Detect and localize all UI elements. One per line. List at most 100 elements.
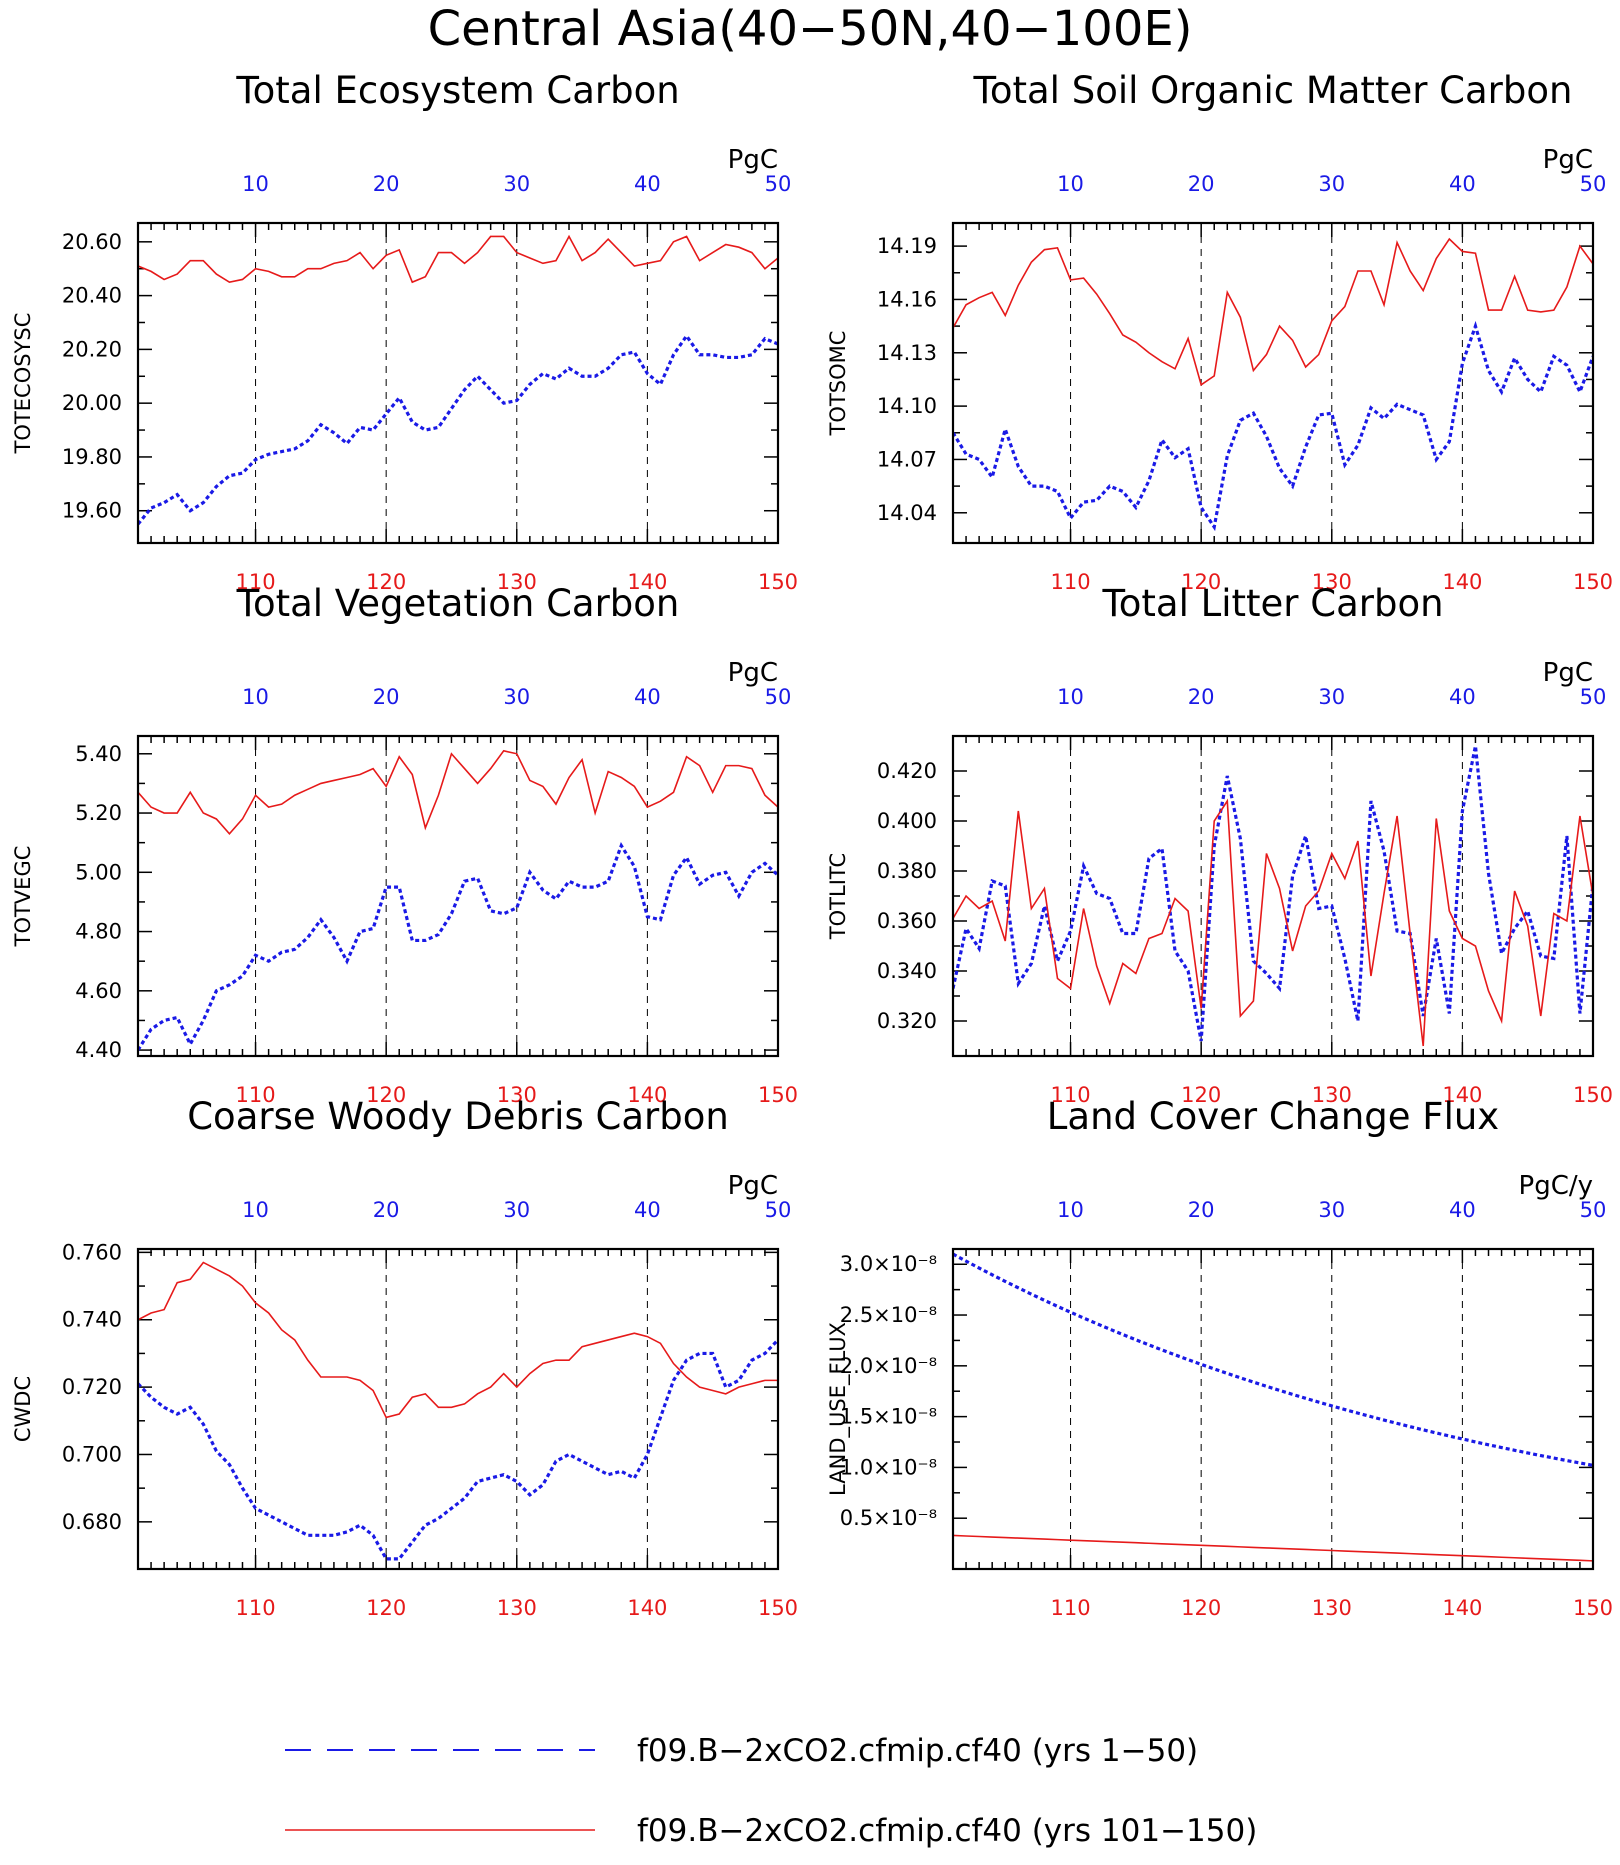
series-line-yrs-101-150 bbox=[953, 1534, 1593, 1562]
main-title: Central Asia(40−50N,40−100E) bbox=[428, 1, 1193, 57]
y-tick-label: 0.360 bbox=[877, 909, 937, 933]
top-tick-label: 30 bbox=[503, 172, 530, 196]
bottom-tick-label: 120 bbox=[366, 570, 406, 594]
plot-frame bbox=[951, 221, 1595, 545]
units-label: PgC/y bbox=[1519, 1171, 1593, 1201]
legend: f09.B−2xCO2.cfmip.cf40 (yrs 1−50) f09.B−2… bbox=[285, 1733, 1257, 1849]
plot-frame bbox=[951, 734, 1595, 1058]
series-line-yrs-101-150 bbox=[953, 237, 1593, 387]
bottom-tick-label: 130 bbox=[497, 1083, 537, 1107]
top-tick-label: 40 bbox=[634, 172, 661, 196]
top-tick-label: 30 bbox=[1318, 172, 1345, 196]
top-tick-label: 50 bbox=[765, 1198, 792, 1222]
y-tick-label: 0.420 bbox=[877, 759, 937, 783]
bottom-tick-label: 130 bbox=[497, 570, 537, 594]
top-tick-label: 10 bbox=[242, 685, 269, 709]
series-line-yrs-101-150 bbox=[953, 798, 1593, 1047]
top-tick-label: 50 bbox=[765, 172, 792, 196]
bottom-tick-label: 110 bbox=[236, 570, 276, 594]
y-tick-label: 19.80 bbox=[62, 445, 122, 469]
top-tick-label: 40 bbox=[1449, 685, 1476, 709]
bottom-tick-label: 150 bbox=[758, 1596, 798, 1620]
top-tick-label: 20 bbox=[1188, 1198, 1215, 1222]
y-tick-label: 2.5×10⁻⁸ bbox=[840, 1303, 937, 1327]
panel-4: Total Litter Carbon PgC 10 110 20 120 30 130 40 1… bbox=[826, 582, 1613, 1107]
units-label: PgC bbox=[728, 1171, 778, 1201]
bottom-tick-label: 110 bbox=[1051, 1083, 1091, 1107]
top-tick-label: 20 bbox=[1188, 685, 1215, 709]
bottom-tick-label: 120 bbox=[366, 1083, 406, 1107]
y-tick-label: 0.400 bbox=[877, 809, 937, 833]
series-line-yrs-1-50 bbox=[138, 842, 778, 1051]
top-tick-label: 10 bbox=[242, 172, 269, 196]
y-tick-label: 4.40 bbox=[75, 1038, 122, 1062]
top-tick-label: 40 bbox=[1449, 1198, 1476, 1222]
bottom-tick-label: 120 bbox=[1181, 1083, 1221, 1107]
y-tick-label: 20.60 bbox=[62, 230, 122, 254]
y-tick-label: 4.80 bbox=[75, 920, 122, 944]
y-tick-label: 0.680 bbox=[62, 1510, 122, 1534]
y-tick-label: 14.04 bbox=[877, 501, 937, 525]
y-axis-label: TOTSOMC bbox=[826, 331, 850, 437]
top-tick-label: 50 bbox=[1580, 1198, 1607, 1222]
y-tick-label: 14.13 bbox=[877, 341, 937, 365]
bottom-tick-label: 110 bbox=[236, 1083, 276, 1107]
y-tick-label: 1.5×10⁻⁸ bbox=[840, 1405, 937, 1429]
y-tick-label: 3.0×10⁻⁸ bbox=[840, 1252, 937, 1276]
y-tick-label: 20.20 bbox=[62, 337, 122, 361]
panel-title: Total Vegetation Carbon bbox=[236, 582, 680, 625]
top-tick-label: 50 bbox=[1580, 685, 1607, 709]
y-axis-label: LAND_USE_FLUX bbox=[826, 1322, 851, 1496]
series-line-yrs-1-50 bbox=[953, 745, 1593, 1042]
panel-title: Total Ecosystem Carbon bbox=[235, 69, 679, 112]
legend-label: f09.B−2xCO2.cfmip.cf40 (yrs 1−50) bbox=[637, 1733, 1198, 1769]
bottom-tick-label: 120 bbox=[366, 1596, 406, 1620]
series-line-yrs-101-150 bbox=[138, 1261, 778, 1419]
bottom-tick-label: 110 bbox=[1051, 1596, 1091, 1620]
top-tick-label: 40 bbox=[1449, 172, 1476, 196]
y-axis-label: TOTECOSYSC bbox=[11, 313, 35, 455]
bottom-tick-label: 140 bbox=[627, 1596, 667, 1620]
top-tick-label: 40 bbox=[634, 1198, 661, 1222]
bottom-tick-label: 140 bbox=[627, 570, 667, 594]
y-tick-label: 0.700 bbox=[62, 1442, 122, 1466]
top-tick-label: 20 bbox=[373, 172, 400, 196]
series-line-yrs-1-50 bbox=[138, 333, 778, 526]
top-tick-label: 10 bbox=[1057, 685, 1084, 709]
panel-6: Land Cover Change Flux PgC/y 10 110 20 120 30 1… bbox=[826, 1095, 1613, 1620]
top-tick-label: 20 bbox=[373, 1198, 400, 1222]
bottom-tick-label: 140 bbox=[1442, 570, 1482, 594]
bottom-tick-label: 140 bbox=[1442, 1596, 1482, 1620]
y-tick-label: 14.16 bbox=[877, 287, 937, 311]
bottom-tick-label: 140 bbox=[1442, 1083, 1482, 1107]
panel-2: Total Soil Organic Matter Carbon PgC 10 110… bbox=[826, 69, 1613, 594]
series-line-yrs-1-50 bbox=[138, 1338, 778, 1561]
bottom-tick-label: 150 bbox=[1573, 1083, 1613, 1107]
top-tick-label: 40 bbox=[634, 685, 661, 709]
bottom-tick-label: 150 bbox=[1573, 1596, 1613, 1620]
bottom-tick-label: 130 bbox=[1312, 570, 1352, 594]
bottom-tick-label: 130 bbox=[1312, 1596, 1352, 1620]
y-tick-label: 4.60 bbox=[75, 979, 122, 1003]
panels: Total Ecosystem Carbon PgC 10 110 20 120 30 130… bbox=[11, 69, 1613, 1620]
bottom-tick-label: 150 bbox=[758, 570, 798, 594]
y-tick-label: 0.720 bbox=[62, 1375, 122, 1399]
units-label: PgC bbox=[1543, 145, 1593, 175]
y-tick-label: 0.320 bbox=[877, 1009, 937, 1033]
y-axis-label: TOTVEGC bbox=[11, 846, 35, 948]
panel-title: Land Cover Change Flux bbox=[1047, 1095, 1499, 1138]
y-tick-label: 5.20 bbox=[75, 801, 122, 825]
legend-label: f09.B−2xCO2.cfmip.cf40 (yrs 101−150) bbox=[637, 1813, 1257, 1849]
y-tick-label: 20.00 bbox=[62, 391, 122, 415]
y-tick-label: 5.00 bbox=[75, 860, 122, 884]
y-tick-label: 19.60 bbox=[62, 499, 122, 523]
panel-title: Total Litter Carbon bbox=[1101, 582, 1443, 625]
panel-title: Coarse Woody Debris Carbon bbox=[187, 1095, 729, 1138]
bottom-tick-label: 120 bbox=[1181, 1596, 1221, 1620]
top-tick-label: 50 bbox=[765, 685, 792, 709]
top-tick-label: 30 bbox=[1318, 1198, 1345, 1222]
y-tick-label: 5.40 bbox=[75, 742, 122, 766]
panel-1: Total Ecosystem Carbon PgC 10 110 20 120 30 130… bbox=[11, 69, 798, 594]
top-tick-label: 20 bbox=[373, 685, 400, 709]
